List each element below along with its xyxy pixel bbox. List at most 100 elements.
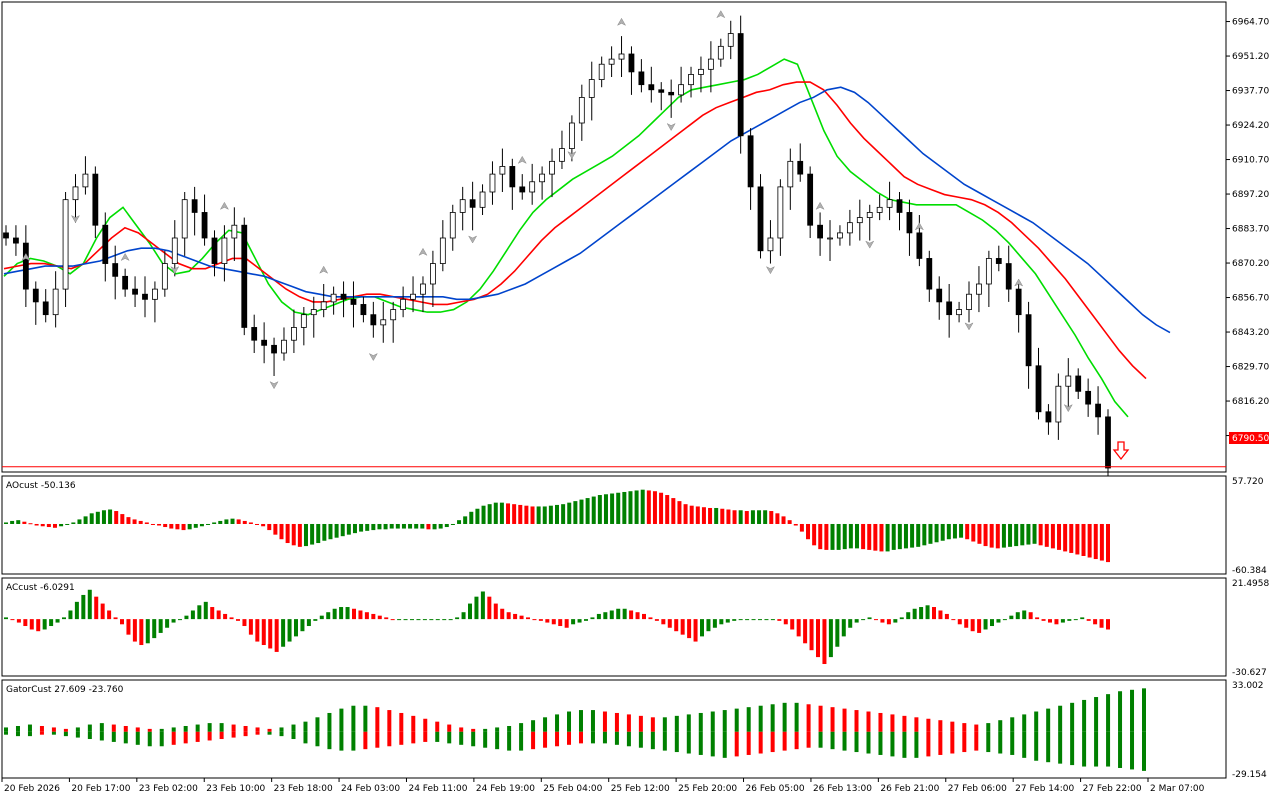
histogram-bar [169, 523, 174, 529]
histogram-bar [157, 523, 162, 526]
histogram-bar [659, 492, 664, 524]
gator-lower-bar [1046, 731, 1051, 763]
gator-lower-bar [351, 731, 356, 751]
histogram-bar [1099, 523, 1104, 561]
histogram-bar [358, 610, 363, 620]
histogram-bar [300, 619, 305, 632]
gator-lower-bar [1142, 731, 1146, 771]
gator-lower-bar [674, 731, 679, 753]
histogram-bar [442, 619, 447, 621]
gator-lower-bar [758, 731, 763, 754]
gator-upper-bar [123, 725, 128, 732]
histogram-bar [29, 619, 34, 630]
gator-upper-bar [543, 717, 548, 732]
histogram-bar [493, 502, 498, 524]
histogram-bar [880, 619, 885, 623]
fractal-up-icon [120, 252, 130, 262]
candle-body [737, 33, 744, 137]
candle-body [370, 314, 377, 326]
price-pane[interactable]: 6964.70 6951.20 6937.70 6924.20 6910.70 6897.… [1, 1, 1269, 491]
gator-upper-bar [650, 717, 655, 732]
gator-lower-bar [459, 731, 464, 745]
candle-body [678, 84, 684, 96]
histogram-bar [899, 617, 904, 620]
gator-upper-bar [111, 724, 116, 732]
histogram-bar [689, 505, 694, 524]
candle-body [410, 293, 416, 300]
histogram-bar [661, 619, 666, 625]
gator-upper-bar [135, 727, 140, 732]
candle-body [161, 263, 168, 290]
histogram-bar [726, 509, 731, 524]
candle-body [439, 237, 446, 264]
histogram-bar [677, 501, 682, 524]
histogram-bar [603, 494, 608, 524]
histogram-bar [10, 520, 15, 524]
histogram-bar [750, 510, 755, 524]
histogram-bar [158, 619, 163, 633]
histogram-bar [912, 608, 917, 620]
histogram-bar [487, 596, 492, 620]
histogram-bar [1041, 619, 1046, 621]
histogram-bar [944, 613, 949, 620]
histogram-bar [551, 619, 556, 625]
time-tick-label: 23 Feb 10:00 [206, 784, 265, 794]
histogram-bar [1086, 619, 1091, 621]
histogram-bar [224, 519, 229, 524]
gator-lower-bar [1010, 731, 1015, 755]
histogram-bar [812, 523, 817, 546]
histogram-bar [848, 619, 853, 628]
candle-body [360, 304, 367, 316]
histogram-bar [532, 619, 537, 621]
histogram-bar [242, 520, 247, 524]
histogram-bar [1073, 619, 1078, 621]
histogram-bar [49, 619, 54, 627]
histogram-bar [867, 523, 872, 550]
histogram-bar [474, 596, 479, 620]
histogram-bar [891, 523, 896, 550]
histogram-bar [1026, 523, 1031, 545]
histogram-bar [68, 610, 73, 620]
histogram-bar [506, 503, 511, 524]
ac-pane[interactable]: ACcust -6.0291 21.4958 -30.627 [1, 577, 1269, 678]
candle-body [936, 288, 943, 303]
histogram-bar [455, 617, 460, 620]
histogram-bar [609, 610, 614, 620]
gator-lower-bar [315, 731, 320, 747]
ao-pane[interactable]: AOcust -50.136 57.720 -60.384 [1, 475, 1267, 576]
candle-body [112, 263, 119, 277]
gator-lower-bar [4, 731, 8, 735]
gator-upper-bar [447, 724, 452, 732]
histogram-bar [1060, 619, 1065, 623]
histogram-bar [770, 619, 775, 621]
gator-lower-bar [770, 731, 775, 753]
histogram-bar [642, 613, 646, 620]
histogram-bar [610, 493, 615, 524]
gator-lower-bar [111, 731, 116, 742]
histogram-bar [480, 591, 485, 620]
histogram-bar [806, 523, 811, 540]
gator-lower-bar [1058, 731, 1063, 764]
candle-body [757, 186, 764, 252]
gator-upper-bar [998, 720, 1003, 732]
histogram-bar [285, 523, 290, 544]
candle-body [1035, 365, 1042, 413]
gator-upper-bar [495, 727, 500, 732]
time-tick-label: 25 Feb 12:00 [611, 784, 670, 794]
gator-upper-bar [734, 708, 739, 732]
histogram-bar [71, 522, 76, 524]
fractal-up-icon [914, 222, 924, 231]
histogram-bar [555, 504, 559, 524]
histogram-bar [519, 615, 524, 620]
histogram-bar [481, 505, 486, 524]
candle-body [698, 68, 704, 75]
histogram-bar [261, 523, 266, 527]
histogram-bar [567, 502, 572, 524]
gator-upper-bar [303, 721, 308, 732]
histogram-bar [193, 523, 198, 528]
gator-upper-bar [39, 725, 44, 732]
gator-pane[interactable]: GatorCust 27.609 -23.760 33.002 -29.154 [1, 679, 1267, 780]
histogram-bar [62, 617, 66, 620]
histogram-bar [4, 617, 8, 620]
